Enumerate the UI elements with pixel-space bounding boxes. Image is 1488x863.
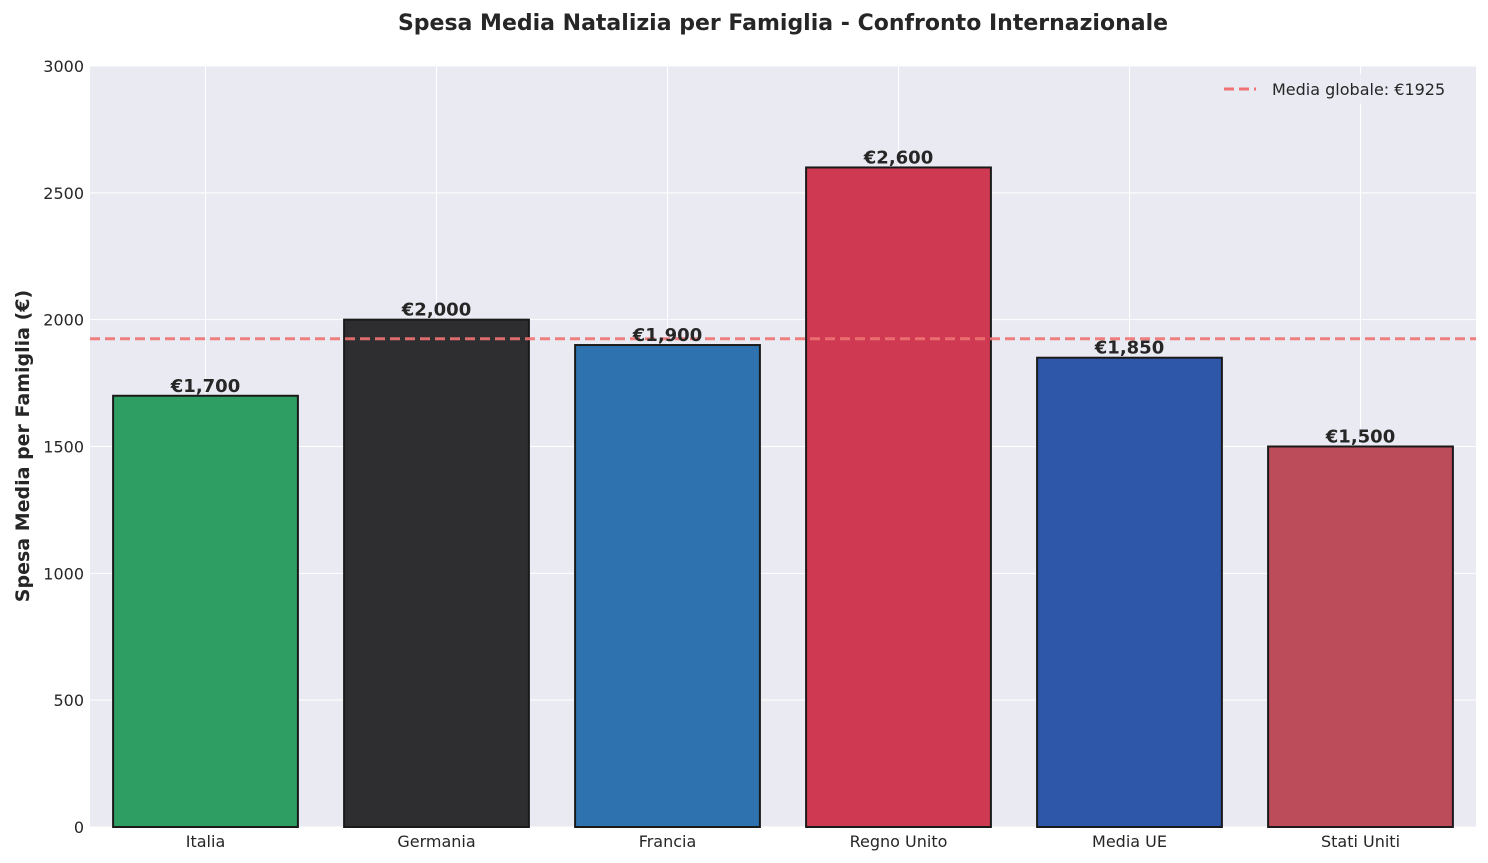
bar-italia: [112, 394, 299, 828]
bar-stati-uniti: [1267, 445, 1454, 828]
y-tick-label: 2500: [43, 184, 84, 203]
bar-value-label: €1,900: [632, 325, 702, 346]
bar-value-labels: €1,700 €2,000 €1,900 €2,600 €1,850 €1,500: [170, 147, 1395, 447]
y-tick-label: 2000: [43, 311, 84, 330]
chart-title: Spesa Media Natalizia per Famiglia - Con…: [398, 11, 1168, 36]
y-tick-label: 0: [74, 818, 84, 837]
y-tick-label: 1500: [43, 438, 84, 457]
y-tick-label: 500: [53, 691, 84, 710]
bar-value-label: €1,700: [170, 376, 240, 397]
x-tick-label: Regno Unito: [850, 832, 948, 851]
x-tick-label: Francia: [639, 832, 697, 851]
bar-regno-unito: [805, 166, 992, 828]
bar-francia: [574, 344, 761, 828]
y-axis-label: Spesa Media per Famiglia (€): [12, 290, 34, 602]
bar-value-label: €2,000: [401, 300, 471, 321]
y-axis-ticks: 0 500 1000 1500 2000 2500 3000: [43, 57, 84, 837]
legend: Media globale: €1925: [1212, 74, 1468, 104]
bar-media-ue: [1036, 356, 1223, 828]
legend-label: Media globale: €1925: [1272, 80, 1445, 99]
y-tick-label: 3000: [43, 57, 84, 76]
bars: [112, 166, 1454, 828]
y-tick-label: 1000: [43, 564, 84, 583]
bar-germania: [343, 318, 530, 828]
x-tick-label: Media UE: [1092, 832, 1167, 851]
x-tick-label: Stati Uniti: [1321, 832, 1400, 851]
x-axis-ticks: Italia Germania Francia Regno Unito Media UE…: [186, 832, 1400, 851]
x-tick-label: Italia: [186, 832, 226, 851]
bar-value-label: €2,600: [863, 147, 933, 168]
bar-value-label: €1,500: [1325, 427, 1395, 448]
x-tick-label: Germania: [397, 832, 475, 851]
bar-value-label: €1,850: [1094, 338, 1164, 359]
legend-box: [1212, 74, 1468, 104]
